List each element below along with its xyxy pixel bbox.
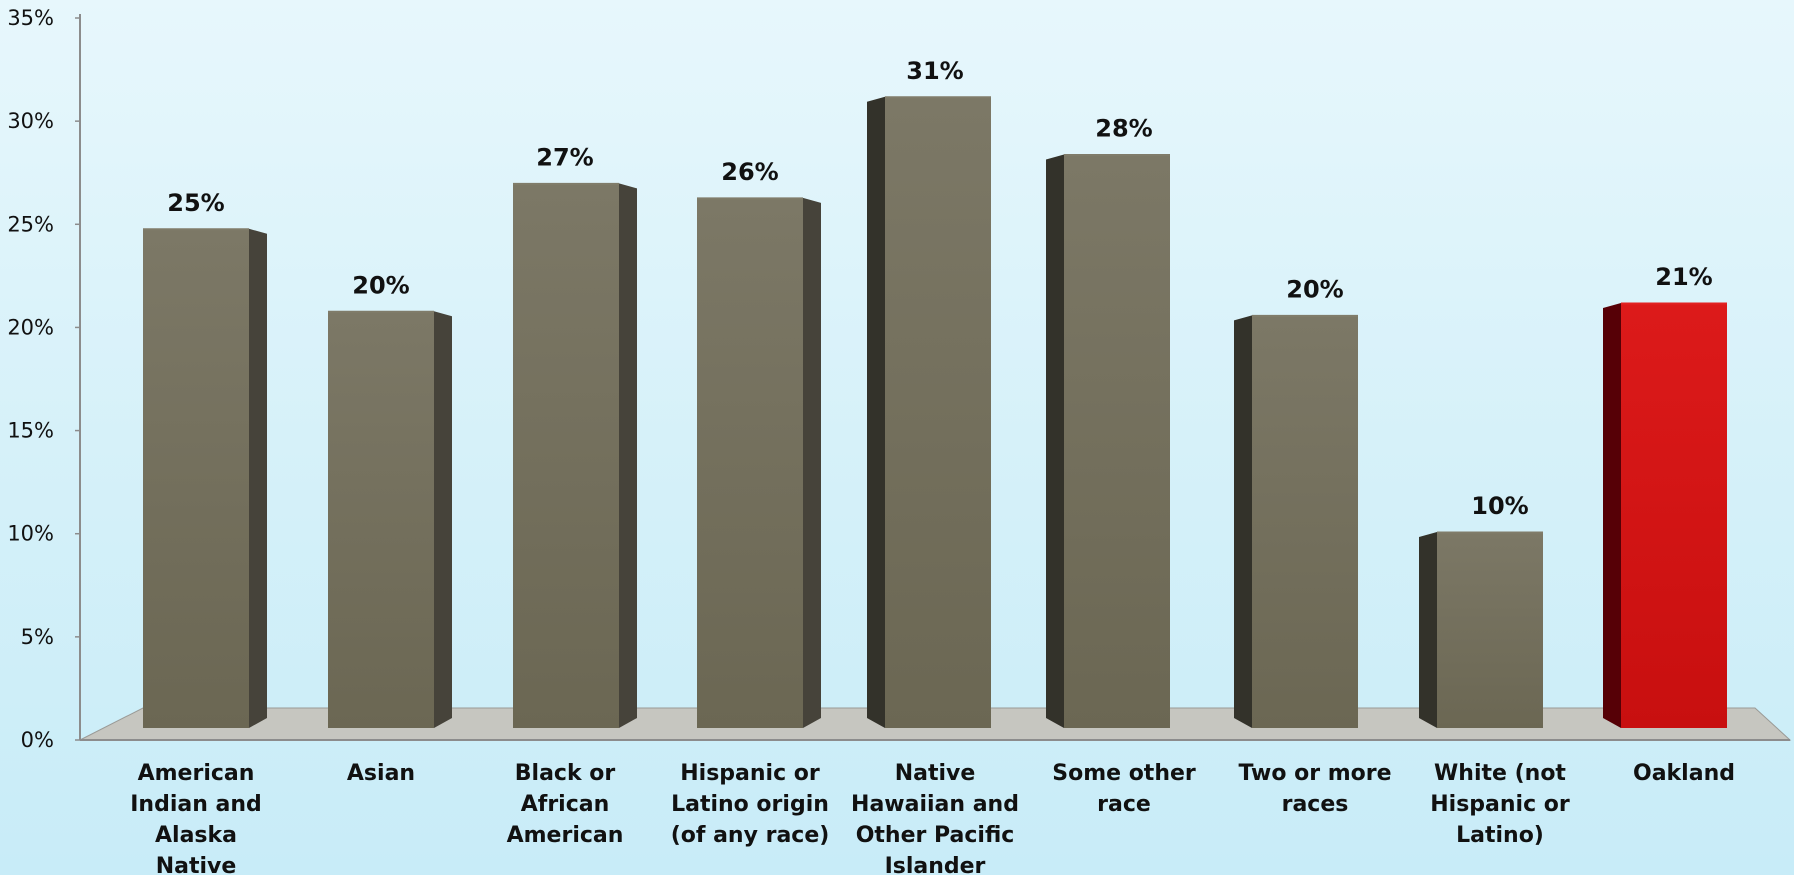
bar-front-face bbox=[1252, 315, 1358, 728]
x-tick-label-line: races bbox=[1282, 792, 1349, 817]
data-label: 25% bbox=[167, 189, 224, 217]
bar-4 bbox=[697, 197, 821, 729]
x-tick-label: Hispanic or Latino origin (of any race) bbox=[671, 761, 830, 848]
data-label: 20% bbox=[352, 271, 409, 299]
bar-5 bbox=[867, 96, 991, 728]
x-tick-label: Oakland bbox=[1633, 761, 1735, 786]
x-tick-label-line: Hawaiian and bbox=[851, 792, 1019, 817]
bar-1 bbox=[143, 228, 267, 728]
bar-front-face bbox=[885, 96, 991, 728]
x-tick-label-line: Hispanic or bbox=[1430, 792, 1570, 817]
bar-side-face bbox=[803, 197, 821, 729]
bar-side-face bbox=[1603, 303, 1621, 728]
bar-side-face bbox=[1419, 532, 1437, 728]
x-tick-label-line: Indian and bbox=[130, 792, 262, 817]
data-label: 28% bbox=[1095, 115, 1152, 143]
bar-side-face bbox=[434, 311, 452, 728]
bar-front-face bbox=[1621, 303, 1727, 728]
bar-front-face bbox=[1437, 532, 1543, 728]
x-tick-label: White (not Hispanic or Latino) bbox=[1430, 761, 1570, 848]
bar-front-face bbox=[328, 311, 434, 728]
data-label: 31% bbox=[906, 57, 963, 85]
x-tick-label: Native Hawaiian and Other Pacific Islander bbox=[851, 761, 1019, 875]
y-tick-label: 15% bbox=[7, 419, 54, 443]
x-tick-label-line: Some other bbox=[1052, 761, 1196, 786]
bar-front-face bbox=[143, 228, 249, 728]
bar-side-face bbox=[249, 228, 267, 728]
bar-8 bbox=[1419, 531, 1543, 728]
y-tick-label: 20% bbox=[7, 315, 54, 339]
x-tick-label-line: Asian bbox=[347, 761, 415, 786]
x-tick-label-line: Native bbox=[156, 854, 237, 875]
bar-7 bbox=[1234, 314, 1358, 728]
bar-side-face bbox=[1234, 315, 1252, 728]
x-tick-label-line: Alaska bbox=[155, 823, 237, 848]
y-tick-label: 0% bbox=[21, 728, 54, 752]
x-tick-label-line: American bbox=[138, 761, 255, 786]
data-label: 21% bbox=[1655, 263, 1712, 291]
x-tick-label-line: White (not bbox=[1434, 761, 1566, 786]
y-tick-label: 10% bbox=[7, 522, 54, 546]
x-tick-label: Asian bbox=[347, 761, 415, 786]
x-tick-label-line: Islander bbox=[885, 854, 986, 875]
y-tick-label: 5% bbox=[21, 625, 54, 649]
x-tick-label: Black or African American bbox=[507, 761, 624, 848]
bar-side-face bbox=[1046, 154, 1064, 729]
x-tick-label-line: Oakland bbox=[1633, 761, 1735, 786]
data-label: 26% bbox=[721, 158, 778, 186]
x-tick-label: Two or more races bbox=[1238, 761, 1391, 817]
x-tick-label-line: African bbox=[521, 792, 610, 817]
x-tick-label-line: Two or more bbox=[1238, 761, 1391, 786]
x-tick-label-line: Latino) bbox=[1456, 823, 1544, 848]
data-label: 20% bbox=[1286, 275, 1343, 303]
y-tick-label: 35% bbox=[7, 6, 54, 30]
x-tick-label-line: American bbox=[507, 823, 624, 848]
bar-side-face bbox=[619, 183, 637, 729]
y-tick-label: 30% bbox=[7, 109, 54, 133]
bar-2 bbox=[328, 310, 452, 728]
bar-3 bbox=[513, 182, 637, 729]
x-tick-label-line: Latino origin bbox=[671, 792, 829, 817]
x-tick-label-line: race bbox=[1097, 792, 1151, 817]
bar-9 bbox=[1603, 302, 1727, 728]
bar-side-face bbox=[867, 96, 885, 728]
x-tick-label-line: Other Pacific bbox=[856, 823, 1015, 848]
x-tick-label-line: Hispanic or bbox=[680, 761, 820, 786]
x-tick-label: Some other race bbox=[1052, 761, 1196, 817]
x-tick-label-line: Black or bbox=[515, 761, 616, 786]
x-tick-label: American Indian and Alaska Native bbox=[130, 761, 262, 875]
data-label: 10% bbox=[1471, 492, 1528, 520]
x-tick-label-line: Native bbox=[895, 761, 976, 786]
bar-6 bbox=[1046, 154, 1170, 729]
y-tick-label: 25% bbox=[7, 212, 54, 236]
data-label: 27% bbox=[536, 143, 593, 171]
x-tick-label-line: (of any race) bbox=[671, 823, 830, 848]
bar-front-face bbox=[1064, 154, 1170, 729]
bar-front-face bbox=[697, 197, 803, 729]
bar-front-face bbox=[513, 183, 619, 729]
